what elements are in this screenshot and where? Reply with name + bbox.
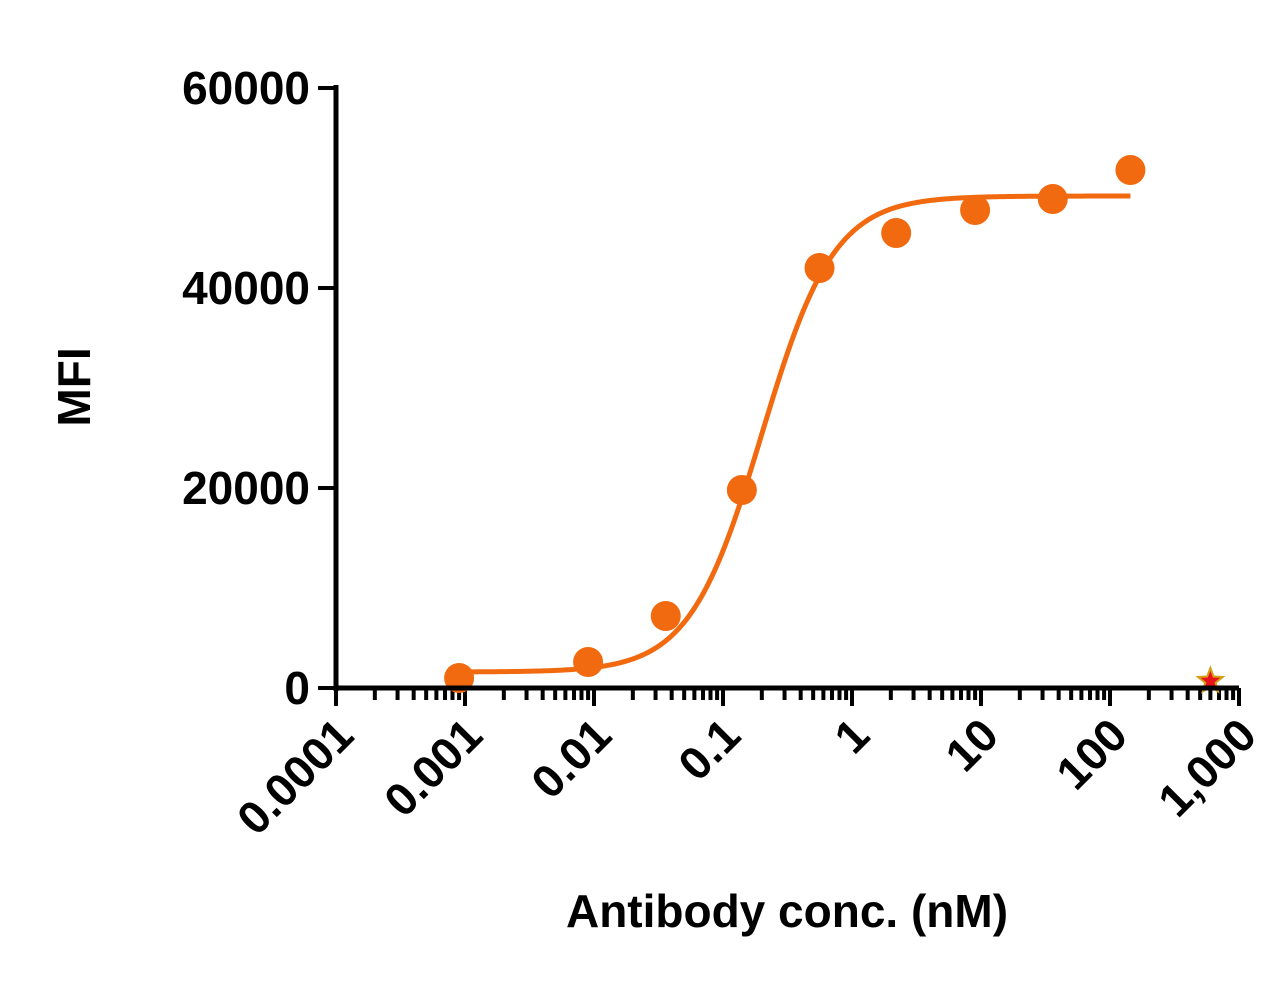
data-point-8 <box>1115 155 1146 185</box>
y-tick-label-0: 0 <box>284 662 310 714</box>
data-point-7 <box>1037 184 1068 214</box>
data-point-2 <box>650 601 681 631</box>
tick-label-group: 0 20000 40000 60000 0.0001 0.001 0.01 0.1 1 10 100… <box>182 62 1266 845</box>
data-points <box>444 155 1226 694</box>
x-tick-label-0: 0.0001 <box>227 708 363 844</box>
data-point-6 <box>960 195 991 225</box>
data-point-5 <box>881 218 912 248</box>
data-point-4 <box>804 253 835 283</box>
tick-group <box>318 86 1241 706</box>
x-tick-label-4: 1 <box>824 708 879 763</box>
y-axis-title: MFI <box>48 347 100 426</box>
fit-curve <box>459 193 1131 675</box>
y-tick-label-1: 20000 <box>182 462 310 514</box>
x-tick-label-6: 100 <box>1046 708 1137 799</box>
x-tick-label-2: 0.01 <box>521 708 621 808</box>
x-tick-label-3: 0.1 <box>668 708 750 790</box>
y-tick-label-3: 60000 <box>182 62 310 114</box>
x-tick-label-1: 0.001 <box>374 708 492 826</box>
data-point-3 <box>726 475 757 505</box>
x-tick-label-7: 1,000 <box>1148 708 1266 826</box>
x-axis-title: Antibody conc. (nM) <box>566 885 1008 937</box>
x-tick-label-5: 10 <box>935 708 1008 781</box>
data-point-1 <box>573 647 604 677</box>
y-tick-label-2: 40000 <box>182 262 310 314</box>
